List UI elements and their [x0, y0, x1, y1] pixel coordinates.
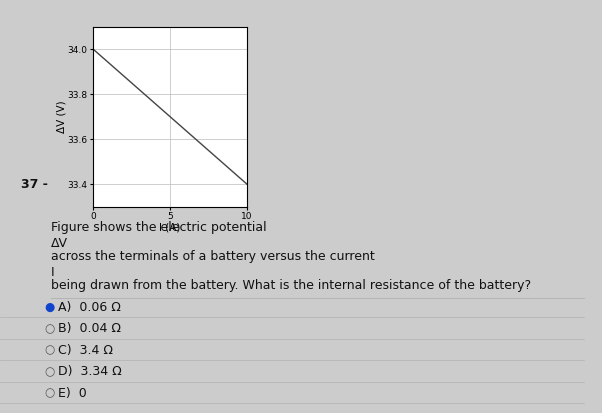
Text: A)  0.06 Ω: A) 0.06 Ω [58, 301, 121, 314]
Text: being drawn from the battery. What is the internal resistance of the battery?: being drawn from the battery. What is th… [51, 279, 532, 292]
Y-axis label: ΔV (V): ΔV (V) [56, 100, 66, 133]
Text: E)  0: E) 0 [58, 387, 87, 400]
Text: I: I [51, 266, 55, 279]
Text: ●: ● [44, 301, 55, 314]
Text: C)  3.4 Ω: C) 3.4 Ω [58, 344, 113, 357]
Text: across the terminals of a battery versus the current: across the terminals of a battery versus… [51, 250, 375, 263]
Text: ○: ○ [44, 387, 55, 400]
Text: ○: ○ [44, 365, 55, 378]
Text: ΔV: ΔV [51, 237, 68, 250]
Text: ○: ○ [44, 344, 55, 357]
Text: 37 -: 37 - [21, 178, 48, 191]
Text: D)  3.34 Ω: D) 3.34 Ω [58, 365, 122, 378]
X-axis label: I (A): I (A) [160, 223, 181, 233]
Text: B)  0.04 Ω: B) 0.04 Ω [58, 322, 122, 335]
Text: Figure shows the electric potential: Figure shows the electric potential [51, 221, 267, 234]
Text: ○: ○ [44, 322, 55, 335]
